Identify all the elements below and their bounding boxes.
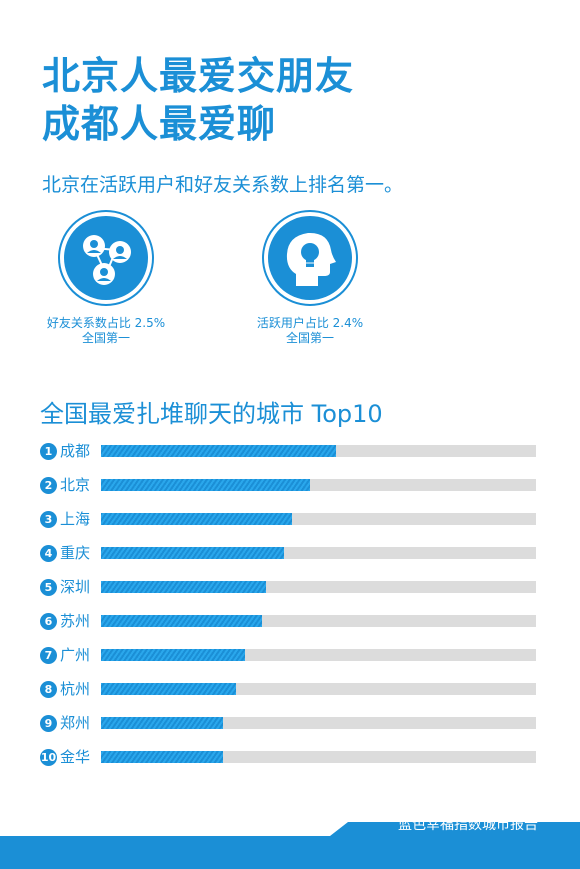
rank-badge: 3 xyxy=(40,511,57,528)
bar-track xyxy=(101,547,536,559)
chart-title: 全国最爱扎堆聊天的城市 Top10 xyxy=(40,400,383,428)
rank-badge: 6 xyxy=(40,613,57,630)
bar-row: 3 上海 xyxy=(40,508,540,530)
head-lightbulb-icon xyxy=(268,216,352,300)
bar-fill xyxy=(101,581,266,593)
rank-badge: 1 xyxy=(40,443,57,460)
bar-row: 4 重庆 xyxy=(40,542,540,564)
rank-badge: 4 xyxy=(40,545,57,562)
bar-row: 6 苏州 xyxy=(40,610,540,632)
city-label: 金华 xyxy=(60,748,91,766)
rank-badge: 5 xyxy=(40,579,57,596)
rank-badge: 8 xyxy=(40,681,57,698)
subline: 北京在活跃用户和好友关系数上排名第一。 xyxy=(42,174,404,196)
bar-track xyxy=(101,717,536,729)
bar-track xyxy=(101,513,536,525)
city-label: 重庆 xyxy=(60,544,91,562)
stat-active-users-badge xyxy=(262,210,358,306)
bar-fill xyxy=(101,717,223,729)
bar-row: 10 金华 xyxy=(40,746,540,768)
city-label: 广州 xyxy=(60,646,91,664)
rank-badge: 7 xyxy=(40,647,57,664)
bar-fill xyxy=(101,683,236,695)
bar-row: 7 广州 xyxy=(40,644,540,666)
city-label: 郑州 xyxy=(60,714,91,732)
bar-fill xyxy=(101,649,245,661)
bar-fill xyxy=(101,479,310,491)
bar-row: 8 杭州 xyxy=(40,678,540,700)
city-label: 深圳 xyxy=(60,578,91,596)
bar-row: 5 深圳 xyxy=(40,576,540,598)
bar-track xyxy=(101,649,536,661)
headline: 北京人最爱交朋友 成都人最爱聊 xyxy=(42,52,354,148)
stat-friends-label: 好友关系数占比 2.5% xyxy=(46,316,166,330)
stat-active-users-label: 活跃用户占比 2.4% xyxy=(256,316,364,330)
headline-line-1: 北京人最爱交朋友 xyxy=(42,54,355,98)
friends-network-icon xyxy=(64,216,148,300)
footer-text: 蓝色幸福指数城市报告 xyxy=(398,817,538,833)
bar-track xyxy=(101,581,536,593)
city-label: 北京 xyxy=(60,476,91,494)
stat-friends: 好友关系数占比 2.5% 全国第一 xyxy=(16,210,196,346)
bar-fill xyxy=(101,547,284,559)
bar-fill xyxy=(101,751,223,763)
stat-friends-badge xyxy=(58,210,154,306)
bar-row: 1 成都 xyxy=(40,440,540,462)
city-label: 上海 xyxy=(60,510,91,528)
bar-fill xyxy=(101,445,336,457)
bar-track xyxy=(101,445,536,457)
footer-banner xyxy=(0,822,580,869)
stat-active-users-rank: 全国第一 xyxy=(285,331,334,345)
city-label: 杭州 xyxy=(60,680,91,698)
rank-badge: 9 xyxy=(40,715,57,732)
bar-track xyxy=(101,751,536,763)
bar-fill xyxy=(101,513,292,525)
bar-row: 2 北京 xyxy=(40,474,540,496)
bar-track xyxy=(101,683,536,695)
stat-active-users: 活跃用户占比 2.4% 全国第一 xyxy=(220,210,400,346)
city-label: 苏州 xyxy=(60,612,91,630)
bar-track xyxy=(101,479,536,491)
stat-friends-rank: 全国第一 xyxy=(81,331,130,345)
bar-fill xyxy=(101,615,262,627)
bar-track xyxy=(101,615,536,627)
headline-line-2: 成都人最爱聊 xyxy=(42,102,277,146)
city-label: 成都 xyxy=(60,442,91,460)
rank-badge: 10 xyxy=(40,749,57,766)
bar-row: 9 郑州 xyxy=(40,712,540,734)
rank-badge: 2 xyxy=(40,477,57,494)
